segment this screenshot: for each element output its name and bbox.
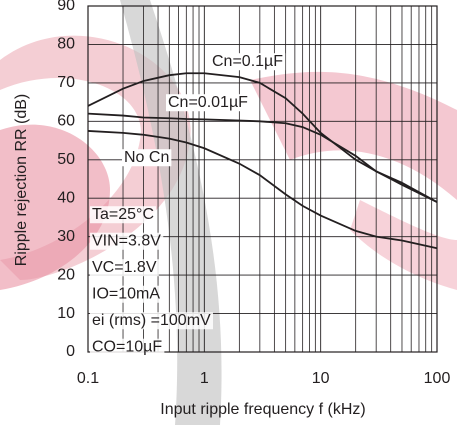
y-axis-label: Ripple rejection RR (dB) bbox=[13, 94, 30, 267]
label-background bbox=[166, 94, 251, 112]
line-series bbox=[87, 72, 438, 203]
y-tick-label: 70 bbox=[57, 74, 75, 91]
label-background bbox=[90, 285, 163, 303]
annotation: IO=10mA bbox=[92, 286, 160, 303]
label-background bbox=[90, 232, 164, 250]
y-tick-label: 40 bbox=[57, 189, 75, 206]
label-background bbox=[122, 149, 172, 167]
label-background bbox=[90, 312, 214, 330]
series-label: No Cn bbox=[124, 149, 169, 166]
y-tick-label: 20 bbox=[57, 266, 75, 283]
plot-frame bbox=[87, 5, 438, 353]
label-background bbox=[90, 206, 156, 224]
line-series bbox=[87, 112, 438, 203]
y-tick-label: 30 bbox=[57, 228, 75, 245]
x-tick-label: 10 bbox=[312, 370, 330, 387]
label-background bbox=[90, 338, 165, 356]
annotation: Ta=25°C bbox=[92, 206, 154, 223]
x-axis-label: Input ripple frequency f (kHz) bbox=[160, 401, 365, 418]
label-background bbox=[210, 53, 286, 71]
annotation: ei (rms) =100mV bbox=[92, 312, 211, 329]
series-label: Cn=0.01µF bbox=[168, 94, 248, 111]
annotation: CO=10µF bbox=[92, 339, 162, 356]
plot-area: 0.1 1 10 100 0 10 20 30 40 50 60 70 80 90 Cn=0.1µF Cn=0… bbox=[57, 0, 450, 387]
label-background bbox=[90, 259, 159, 277]
y-tick-label: 90 bbox=[57, 0, 75, 14]
line-series bbox=[87, 130, 438, 250]
series-label: Cn=0.1µF bbox=[212, 53, 283, 70]
y-tick-label: 50 bbox=[57, 151, 75, 168]
y-tick-label: 10 bbox=[57, 305, 75, 322]
annotation: VIN=3.8V bbox=[92, 233, 161, 250]
annotation: VC=1.8V bbox=[92, 259, 157, 276]
x-tick-label: 0.1 bbox=[77, 370, 99, 387]
y-tick-label: 60 bbox=[57, 113, 75, 130]
y-tick-label: 80 bbox=[57, 36, 75, 53]
y-tick-label: 0 bbox=[66, 343, 75, 360]
x-tick-label: 1 bbox=[200, 370, 209, 387]
x-tick-label: 100 bbox=[424, 370, 451, 387]
